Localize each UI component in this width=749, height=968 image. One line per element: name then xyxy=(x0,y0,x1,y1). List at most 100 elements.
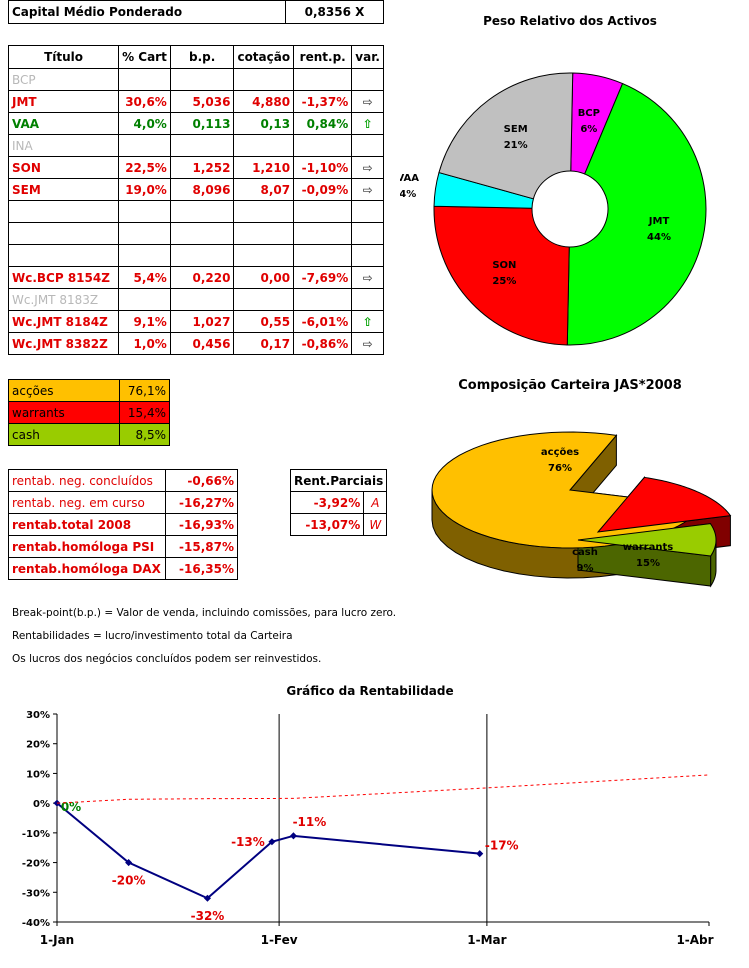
cell-titulo: BCP xyxy=(7,68,120,91)
cell-bp: 0,220 xyxy=(169,266,235,289)
rentab-value: -0,66% xyxy=(165,469,238,492)
cell-rent-p: -0,09% xyxy=(293,178,353,201)
rentab-row: rentab.homóloga PSI -15,87% xyxy=(8,535,238,558)
arrow-right-icon: ⇨ xyxy=(362,270,373,285)
data-point xyxy=(476,850,484,858)
holdings-body: BCP JMT 30,6% 5,036 4,880 -1,37% ⇨ VAA 4,0% 0,113… xyxy=(7,68,384,355)
cell-pct-cart: 19,0% xyxy=(118,178,171,201)
pie2-title: Composição Carteira JAS*2008 xyxy=(458,378,682,393)
cell-bp: 1,252 xyxy=(169,156,235,179)
parciais-value-a: -3,92% xyxy=(289,491,365,514)
cell-pct-cart xyxy=(118,200,171,223)
slice-label: VAA xyxy=(400,173,419,184)
cell-rent-p: -7,69% xyxy=(293,266,353,289)
allocation-row: acções 76,1% xyxy=(8,379,170,402)
cell-bp xyxy=(169,68,235,91)
slice-pct: 21% xyxy=(504,140,528,151)
data-point xyxy=(289,832,297,840)
rentab-value: -16,35% xyxy=(165,557,238,580)
cell-pct-cart: 1,0% xyxy=(118,332,171,355)
cell-rent-p: 0,84% xyxy=(293,112,353,135)
cell-pct-cart: 9,1% xyxy=(118,310,171,333)
table-row: Wc.JMT 8183Z xyxy=(7,288,384,311)
cell-cotacao xyxy=(233,200,295,223)
allocation-value: 8,5% xyxy=(119,423,170,446)
note-lucros: Os lucros dos negócios concluídos podem … xyxy=(12,653,322,665)
cell-bp: 0,456 xyxy=(169,332,235,355)
cell-var xyxy=(351,244,384,267)
cell-rent-p xyxy=(293,222,353,245)
table-row: VAA 4,0% 0,113 0,13 0,84% ⇧ xyxy=(7,112,384,135)
rentab-label: rentab.total 2008 xyxy=(8,513,166,536)
slice-pct: 6% xyxy=(580,124,597,135)
series-line-0 xyxy=(56,802,480,900)
y-tick-label: -40% xyxy=(22,918,50,929)
slice-label: BCP xyxy=(578,108,600,119)
cell-var: ⇨ xyxy=(351,178,384,201)
y-tick-label: 30% xyxy=(26,710,50,721)
cell-rent-p: -1,10% xyxy=(293,156,353,179)
cell-pct-cart: 5,4% xyxy=(118,266,171,289)
cell-titulo xyxy=(7,244,120,267)
slice-cash xyxy=(577,523,717,557)
allocation-table: acções 76,1% warrants 15,4% cash 8,5% xyxy=(8,379,170,446)
data-label: -20% xyxy=(112,874,146,888)
cell-var xyxy=(351,134,384,157)
table-row xyxy=(7,222,384,245)
slice-pct: 9% xyxy=(577,563,594,574)
peso-relativo-chart: BCP 6% JMT 44% SON 25% VAA 4% SEM 21% xyxy=(400,72,707,346)
arrow-right-icon: ⇨ xyxy=(362,336,373,351)
cell-rent-p xyxy=(293,244,353,267)
cell-cotacao: 4,880 xyxy=(233,90,295,113)
cell-var xyxy=(351,68,384,91)
pie1-title: Peso Relativo dos Activos xyxy=(483,14,657,28)
slice-label: JMT xyxy=(648,216,670,227)
cell-bp: 8,096 xyxy=(169,178,235,201)
cell-var xyxy=(351,288,384,311)
cell-bp: 0,113 xyxy=(169,112,235,135)
cell-cotacao: 1,210 xyxy=(233,156,295,179)
cell-pct-cart xyxy=(118,244,171,267)
slice-pct: 25% xyxy=(492,276,516,287)
rent-parciais-table: Rent.Parciais -3,92% A -13,07% W xyxy=(289,469,388,536)
slice-label: SEM xyxy=(504,124,528,135)
cell-cotacao xyxy=(233,68,295,91)
cell-cotacao: 8,07 xyxy=(233,178,295,201)
cell-rent-p xyxy=(293,68,353,91)
slice-warrants xyxy=(596,476,732,533)
parciais-value-w: -13,07% xyxy=(289,513,365,536)
cell-var: ⇨ xyxy=(351,332,384,355)
y-tick-label: 20% xyxy=(26,740,50,751)
cell-titulo xyxy=(7,222,120,245)
note-breakpoint: Break-point(b.p.) = Valor de venda, incl… xyxy=(12,607,397,619)
cell-cotacao xyxy=(233,244,295,267)
slice-label: cash xyxy=(572,547,598,558)
y-tick-label: -20% xyxy=(22,859,50,870)
cell-pct-cart xyxy=(118,222,171,245)
allocation-value: 15,4% xyxy=(119,401,170,424)
parciais-tag-w: W xyxy=(363,513,388,536)
cell-cotacao xyxy=(233,134,295,157)
holdings-table: Título % Cart b.p. cotação rent.p. var. … xyxy=(7,45,384,355)
cell-pct-cart: 22,5% xyxy=(118,156,171,179)
data-point xyxy=(268,838,276,846)
col-cotacao: cotação xyxy=(233,45,295,69)
cell-var xyxy=(351,200,384,223)
cell-pct-cart xyxy=(118,68,171,91)
table-row xyxy=(7,244,384,267)
col-pct-cart: % Cart xyxy=(118,45,171,69)
cell-rent-p xyxy=(293,134,353,157)
cell-var: ⇧ xyxy=(351,310,384,333)
slice-jmt xyxy=(566,82,707,346)
slice-label: SON xyxy=(492,260,516,271)
rentab-row: rentab.total 2008 -16,93% xyxy=(8,513,238,536)
y-tick-label: 0% xyxy=(33,799,50,810)
allocation-row: cash 8,5% xyxy=(8,423,170,446)
table-row xyxy=(7,200,384,223)
cell-titulo: Wc.JMT 8183Z xyxy=(7,288,120,311)
slice-sem xyxy=(438,72,574,200)
arrow-right-icon: ⇨ xyxy=(362,182,373,197)
rentab-row: rentab. neg. concluídos -0,66% xyxy=(8,469,238,492)
x-tick-label: 1-Fev xyxy=(261,933,298,947)
allocation-label: warrants xyxy=(8,401,120,424)
